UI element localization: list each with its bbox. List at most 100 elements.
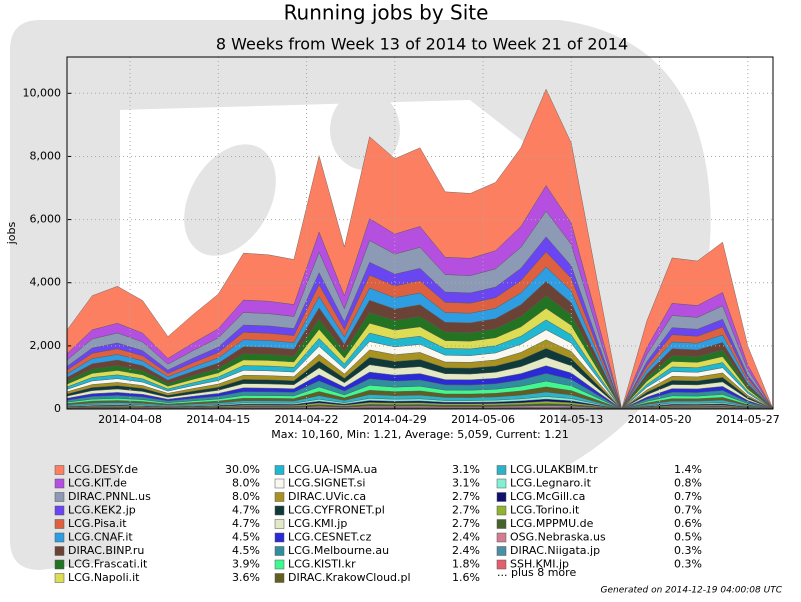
y-tick-label: 2,000 [30, 339, 62, 352]
legend-swatch [274, 546, 285, 556]
legend-share: 8.0% [232, 477, 260, 490]
y-tick-label: 10,000 [23, 86, 62, 99]
legend-swatch [496, 465, 507, 475]
legend-share: 30.0% [225, 463, 260, 476]
y-tick-label: 0 [54, 402, 61, 415]
x-tick-label: 2014-04-22 [275, 413, 339, 426]
legend-more: ... plus 8 more [497, 566, 576, 579]
legend-share: 2.7% [452, 504, 480, 517]
legend-item: LCG.CYFRONET.pl 2.7% [274, 504, 480, 517]
legend-share: 2.7% [452, 490, 480, 503]
legend-share: 8.0% [232, 490, 260, 503]
legend-label: LCG.KEK2.jp [68, 504, 136, 517]
chart-subtitle: 8 Weeks from Week 13 of 2014 to Week 21 … [216, 35, 628, 54]
y-tick-label: 8,000 [30, 149, 62, 162]
legend-swatch [274, 532, 285, 543]
legend-share: 1.4% [674, 463, 702, 476]
legend-item: LCG.Pisa.it 4.7% [54, 517, 260, 530]
x-tick-label: 2014-05-20 [628, 413, 692, 426]
legend-share: 0.6% [674, 517, 702, 530]
legend-share: 0.7% [674, 490, 702, 503]
legend-item: DIRAC.PNNL.us 8.0% [54, 490, 260, 503]
legend-swatch [274, 519, 285, 529]
legend-label: DIRAC.KrakowCloud.pl [288, 571, 411, 584]
legend-item: DIRAC.BINP.ru 4.5% [54, 544, 260, 557]
x-tick-label: 2014-05-13 [539, 413, 603, 426]
legend-item: LCG.Torino.it 0.7% [496, 504, 702, 517]
legend-share: 4.7% [232, 504, 260, 517]
legend-swatch [496, 492, 507, 502]
legend-share: 3.1% [452, 477, 480, 490]
legend-item: LCG.CESNET.cz 2.4% [274, 531, 480, 544]
y-axis-label: jobs [5, 221, 18, 245]
legend-label: LCG.ULAKBIM.tr [510, 463, 598, 476]
legend-label: LCG.Napoli.it [68, 571, 140, 584]
legend-label: LCG.Torino.it [510, 504, 580, 517]
x-tick-label: 2014-05-27 [716, 413, 780, 426]
legend-swatch [54, 465, 65, 475]
legend-swatch [54, 532, 65, 543]
legend-swatch [54, 559, 65, 570]
legend-label: LCG.CESNET.cz [288, 531, 372, 544]
legend-item: LCG.Frascati.it 3.9% [54, 558, 260, 571]
legend-item: LCG.KIT.de 8.0% [54, 477, 260, 490]
x-tick-label: 2014-04-15 [186, 413, 250, 426]
legend-item: DIRAC.UVic.ca 2.7% [274, 490, 480, 503]
legend-swatch [54, 546, 65, 556]
footer: Generated on 2014-12-19 04:00:08 UTC [601, 586, 783, 596]
legend-swatch [496, 505, 507, 516]
legend-label: DIRAC.BINP.ru [68, 544, 144, 557]
legend-share: 3.6% [232, 571, 260, 584]
legend-share: 0.8% [674, 477, 702, 490]
legend-label: DIRAC.UVic.ca [288, 490, 366, 503]
legend-item: LCG.SIGNET.si 3.1% [274, 477, 480, 490]
legend-swatch [496, 559, 507, 570]
legend-item: LCG.UA-ISMA.ua 3.1% [274, 463, 480, 476]
legend-share: 0.3% [674, 558, 702, 571]
legend-swatch [496, 519, 507, 529]
legend-label: LCG.CYFRONET.pl [288, 504, 385, 517]
legend-share: 3.9% [232, 558, 260, 571]
legend-swatch [274, 559, 285, 570]
legend-item: SSH.KMI.jp 0.3% [496, 558, 702, 571]
legend-swatch [54, 478, 65, 489]
legend-share: 4.5% [232, 544, 260, 557]
legend-item: LCG.KISTI.kr 1.8% [274, 558, 480, 571]
legend-label: DIRAC.PNNL.us [68, 490, 151, 503]
legend-swatch [54, 492, 65, 502]
legend-label: LCG.McGill.ca [510, 490, 585, 503]
legend-label: LCG.KMI.jp [288, 517, 347, 530]
y-tick-label: 4,000 [30, 276, 62, 289]
chart-title: Running jobs by Site [284, 1, 489, 25]
legend-label: LCG.Legnaro.it [510, 477, 592, 490]
x-tick-label: 2014-04-08 [98, 413, 162, 426]
legend-share: 0.5% [674, 531, 702, 544]
legend-swatch [496, 478, 507, 489]
legend-share: 1.8% [452, 558, 480, 571]
legend-label: DIRAC.Niigata.jp [510, 544, 600, 557]
legend-swatch [54, 505, 65, 516]
x-tick-label: 2014-05-06 [451, 413, 515, 426]
legend-item: LCG.Napoli.it 3.6% [54, 571, 260, 584]
x-axis-label: Max: 10,160, Min: 1.21, Average: 5,059, … [271, 428, 569, 441]
legend-swatch [274, 573, 285, 583]
legend-swatch [496, 546, 507, 556]
legend-share: 1.6% [452, 571, 480, 584]
legend-label: LCG.KIT.de [68, 477, 127, 490]
legend-item: LCG.Legnaro.it 0.8% [496, 477, 702, 490]
legend-label: LCG.KISTI.kr [288, 558, 356, 571]
legend-share: 2.4% [452, 531, 480, 544]
legend-item: LCG.KEK2.jp 4.7% [54, 504, 260, 517]
legend-item: LCG.DESY.de 30.0% [54, 463, 260, 476]
legend-label: LCG.Pisa.it [68, 517, 127, 530]
legend-swatch [274, 478, 285, 489]
legend-share: 0.7% [674, 504, 702, 517]
legend-item: OSG.Nebraska.us 0.5% [496, 531, 702, 544]
area [66, 88, 774, 410]
legend-swatch [274, 505, 285, 516]
legend-label: LCG.Melbourne.au [288, 544, 389, 557]
legend-share: 2.7% [452, 517, 480, 530]
legend-label: LCG.DESY.de [68, 463, 138, 476]
legend-item: LCG.McGill.ca 0.7% [496, 490, 702, 503]
legend-item: LCG.MPPMU.de 0.6% [496, 517, 702, 530]
